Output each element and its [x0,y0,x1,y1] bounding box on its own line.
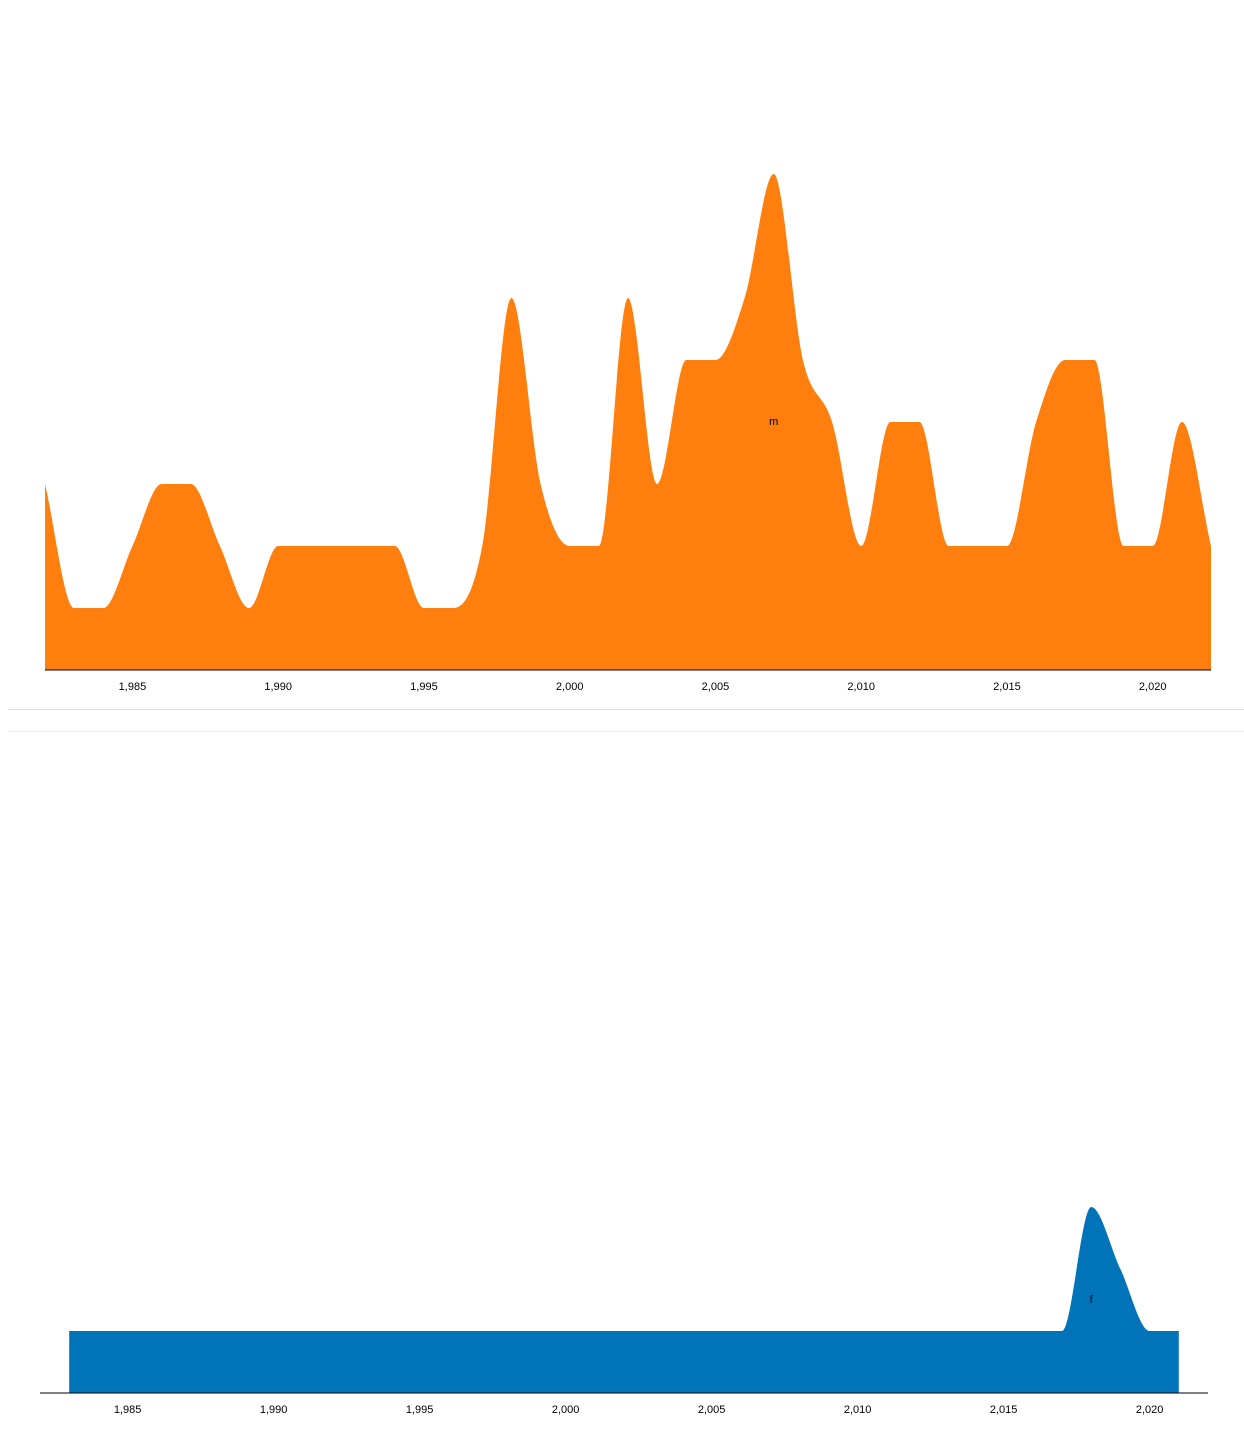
x-tick-label: 2,000 [552,1404,580,1416]
x-tick-label: 1,985 [114,1404,142,1416]
x-tick-label: 1,990 [260,1404,288,1416]
area [69,1207,1179,1393]
x-tick-label: 2,000 [556,681,584,693]
x-tick-label: 2,020 [1136,1404,1164,1416]
series-label: m [769,416,778,428]
x-tick-label: 1,990 [264,681,292,693]
x-tick-label: 1,995 [410,681,438,693]
x-tick-label: 1,995 [406,1404,434,1416]
separator [8,731,1244,732]
x-tick-label: 1,985 [119,681,147,693]
chart-f: f 1,985 1,990 1,995 2,000 2,005 2,010 2,015 2,02… [40,1207,1208,1416]
x-tick-label: 2,010 [844,1404,872,1416]
x-tick-label: 2,005 [698,1404,726,1416]
series-label: f [1090,1294,1094,1306]
separator [8,709,1244,710]
x-tick-label: 2,005 [702,681,730,693]
x-tick-label: 2,015 [993,681,1021,693]
x-tick-label: 2,020 [1139,681,1167,693]
x-tick-label: 2,010 [847,681,875,693]
area [45,174,1211,670]
x-tick-label: 2,015 [990,1404,1018,1416]
chart-m: m 1,985 1,990 1,995 2,000 2,005 2,010 2,015 2,02… [45,174,1211,693]
